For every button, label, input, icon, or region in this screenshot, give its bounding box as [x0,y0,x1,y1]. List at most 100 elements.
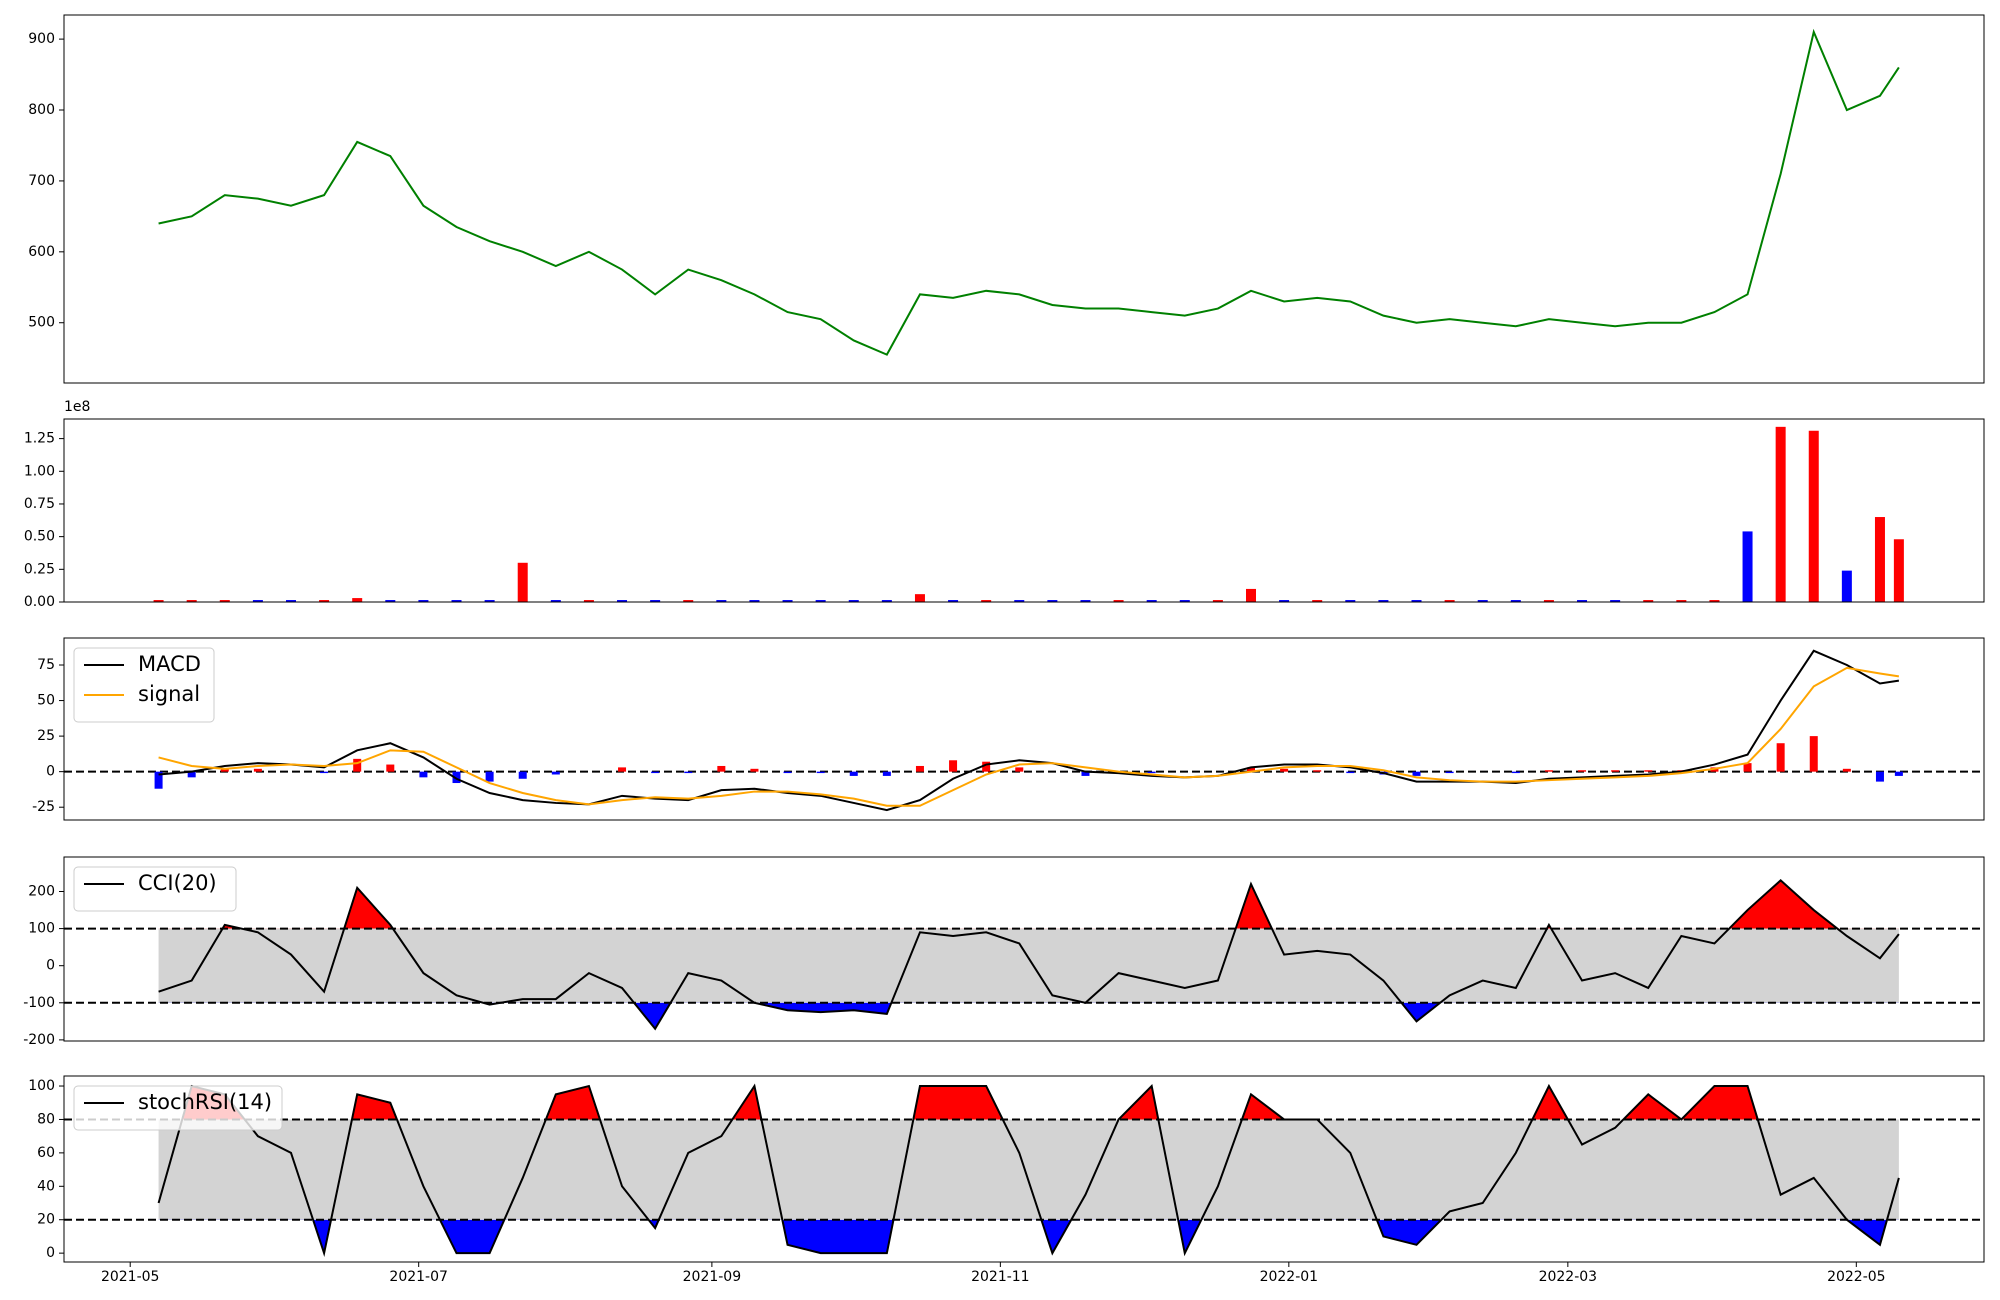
bar [1709,600,1720,602]
y-tick-label: 25 [37,728,55,744]
legend-label: MACD [138,652,201,676]
y-tick-label: 80 [37,1111,55,1127]
histogram-bar [1894,771,1903,776]
histogram-bar [1578,770,1587,772]
bar [583,600,594,602]
bar [1841,570,1852,602]
plot-area [64,1083,1984,1257]
histogram-bar [1644,770,1653,772]
bar [948,600,959,602]
histogram-bar [1511,771,1520,774]
y-tick-label: 75 [37,657,55,673]
legend: stochRSI(14) [73,1085,283,1131]
bar [153,600,164,602]
plot-area [64,879,1984,1031]
bar [484,600,495,602]
bar [1378,600,1389,602]
bar [1775,426,1786,602]
legend-box [73,647,215,723]
y-tick-label: 100 [28,921,55,937]
histogram-bar [452,771,461,784]
histogram-bar [717,765,726,772]
histogram-bar [1875,771,1884,782]
series-line [157,1083,1900,1257]
histogram-bar [1412,771,1421,776]
histogram-bar [915,765,924,772]
bar [914,594,925,602]
histogram-bar [1611,770,1620,772]
frame [63,14,1985,384]
bar [1345,600,1356,602]
bar [1179,600,1190,602]
panel: 0.00 0.25 0.50 0.75 1.00 1.25 1e8 [24,399,1985,610]
histogram-bar [1081,771,1090,776]
histogram-bar [253,768,262,772]
bar [1014,600,1025,602]
y-tick-label: -100 [23,995,55,1011]
histogram-bar [618,767,627,772]
y-tick-label: 700 [28,173,55,189]
frame [63,637,1985,821]
bar [1212,600,1223,602]
bar [1543,600,1554,602]
histogram-bar [1147,771,1156,774]
y-tick-label: 0.00 [24,594,55,610]
histogram-bar [1313,770,1322,772]
y-tick-label: -25 [32,799,55,815]
histogram-bar [154,771,163,789]
bar [1113,600,1124,602]
y-tick-label: 900 [28,31,55,47]
y-tick-label: 60 [37,1145,55,1161]
y-tick-label: 40 [37,1178,55,1194]
histogram-bar [849,771,858,776]
y-tick-label: 0 [46,1245,55,1261]
x-tick-label: 2021-11 [971,1269,1030,1285]
bar [782,600,793,602]
histogram-bar [1346,771,1355,774]
histogram-bar [882,771,891,776]
histogram-bar [353,758,362,772]
x-tick-label: 2021-05 [101,1269,160,1285]
bar [716,600,727,602]
bar [1808,430,1819,602]
bar [749,600,760,602]
y-tick-label: 800 [28,102,55,118]
x-tick-label: 2022-03 [1539,1269,1598,1285]
bar [1245,588,1256,602]
bar [550,600,561,602]
histogram-bar [419,771,428,778]
legend: CCI(20) [73,866,237,912]
histogram-bar [1015,767,1024,772]
neutral-band [158,1119,1899,1220]
bar [1047,600,1058,602]
bar [418,600,429,602]
y-tick-label: 0 [46,764,55,780]
histogram-bar [187,771,196,778]
histogram-bar [1544,770,1553,772]
bar [617,600,628,602]
bar [451,600,462,602]
bar [1080,600,1091,602]
bar [1676,600,1687,602]
series-line [158,666,1900,807]
bar [650,600,661,602]
series-line [158,879,1900,1031]
plot-area [158,28,1900,356]
bar [1742,531,1753,602]
bar [1312,600,1323,602]
x-tick-label: 2022-05 [1827,1269,1886,1285]
frame [63,856,1985,1042]
histogram-bar [783,771,792,774]
bar [1146,600,1157,602]
bar [385,600,396,602]
overbought-fill [222,880,1838,929]
series-line [158,649,1900,812]
bar [1874,517,1885,602]
y-tick-label: 500 [28,315,55,331]
y-tick-label: 50 [37,693,55,709]
panel: 500 600 700 800 900 [28,14,1985,384]
histogram-bar [750,768,759,772]
bar [186,600,197,602]
histogram-bar [816,771,825,774]
y-tick-label: 0.25 [24,561,55,577]
